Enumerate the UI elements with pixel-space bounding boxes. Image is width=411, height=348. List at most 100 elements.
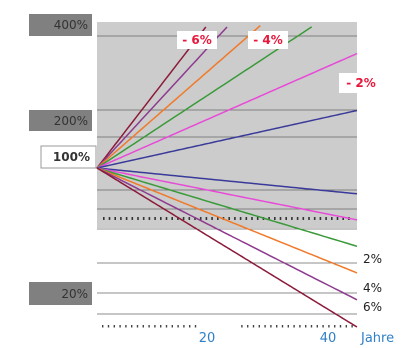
bottom-tick (177, 325, 179, 328)
minor-tick (125, 217, 128, 220)
minor-tick (291, 217, 293, 220)
bottom-tick (351, 325, 353, 328)
minor-tick (274, 217, 276, 220)
x-axis-label: Jahre (360, 331, 394, 346)
bottom-tick (258, 325, 260, 328)
minor-tick (131, 217, 134, 220)
bottom-tick (113, 325, 115, 328)
minor-tick (279, 217, 282, 220)
decline-label-4: 4% (363, 281, 382, 295)
minor-tick (319, 217, 322, 220)
bottom-tick (310, 325, 313, 328)
series-group (96, 25, 358, 328)
minor-tick (302, 217, 305, 220)
series-line-10 (96, 167, 358, 301)
bottom-tick (247, 325, 249, 328)
bottom-tick (334, 325, 336, 328)
minor-tick (285, 217, 287, 220)
minor-tick (199, 217, 202, 220)
x-tick-label-20: 20 (199, 331, 216, 346)
minor-tick (165, 217, 168, 220)
minor-tick (217, 217, 219, 220)
y-tick-400: 400% (29, 14, 92, 36)
bottom-tick (252, 325, 255, 328)
minor-tick (256, 217, 259, 220)
growth-label-6-text: - 6% (182, 33, 212, 47)
y-tick-label-100: 100% (53, 150, 90, 164)
series-line-5 (96, 109, 358, 169)
series-line-0 (96, 26, 207, 169)
decline-label-6: 6% (363, 300, 382, 314)
bottom-tick (328, 325, 330, 328)
bottom-tick (131, 325, 133, 328)
minor-tick (137, 217, 139, 220)
growth-label-2-text: - 2% (346, 76, 376, 90)
bottom-tick (241, 325, 243, 328)
minor-tick (308, 217, 310, 220)
decline-label-2: 2% (363, 252, 382, 266)
series-line-6 (96, 167, 358, 195)
x-tick-label-40: 40 (320, 331, 337, 346)
bottom-tick (264, 325, 266, 328)
bottom-tick (183, 325, 185, 328)
minor-tick (160, 217, 162, 220)
growth-label-4-text: - 4% (253, 33, 283, 47)
minor-tick (268, 217, 270, 220)
bottom-tick (299, 325, 301, 328)
minor-tick (120, 217, 122, 220)
minor-tick (108, 217, 111, 220)
bottom-tick (154, 325, 156, 328)
minor-tick (211, 217, 213, 220)
minor-tick (296, 217, 299, 220)
minor-tick (154, 217, 156, 220)
minor-tick (325, 217, 327, 220)
minor-tick (148, 217, 151, 220)
bottom-tick (316, 325, 318, 328)
minor-tick (245, 217, 248, 220)
growth-label-4: - 4% (248, 31, 288, 49)
bottom-tick (102, 325, 104, 328)
growth-label-6: - 6% (177, 31, 217, 49)
minor-tick (313, 217, 316, 220)
y-tick-label-20: 20% (61, 287, 88, 301)
bottom-tick (270, 325, 272, 328)
y-tick-200: 200% (29, 110, 92, 131)
x-axis-bottom-ticks (102, 325, 353, 328)
growth-label-2: - 2% (339, 73, 383, 93)
minor-tick (205, 217, 208, 220)
y-tick-100: 100% (40, 145, 97, 169)
series-line-1 (96, 26, 228, 169)
minor-tick (103, 217, 105, 220)
bottom-tick (136, 325, 139, 328)
bottom-tick (119, 325, 121, 328)
bottom-tick (148, 325, 150, 328)
minor-tick (331, 217, 333, 220)
series-line-3 (96, 26, 313, 169)
bottom-tick (345, 325, 347, 328)
minor-tick (251, 217, 253, 220)
bottom-tick (107, 325, 110, 328)
bottom-tick (281, 325, 284, 328)
bottom-tick (171, 325, 173, 328)
minor-tick (182, 217, 185, 220)
series-line-8 (96, 167, 358, 248)
y-tick-label-200: 200% (54, 114, 88, 128)
bottom-tick (160, 325, 162, 328)
y-tick-20: 20% (29, 282, 92, 305)
minor-tick (114, 217, 116, 220)
bottom-tick (276, 325, 278, 328)
minor-tick (177, 217, 179, 220)
bottom-tick (189, 325, 191, 328)
plot-background-lower (97, 228, 357, 328)
series-line-4 (96, 52, 358, 169)
minor-tick (188, 217, 191, 220)
series-line-7 (96, 167, 358, 221)
bottom-tick (125, 325, 127, 328)
minor-tick (342, 217, 344, 220)
bottom-tick (142, 325, 144, 328)
minor-tick (142, 217, 145, 220)
minor-tick (336, 217, 339, 220)
bottom-tick (305, 325, 307, 328)
series-line-11 (96, 167, 358, 328)
